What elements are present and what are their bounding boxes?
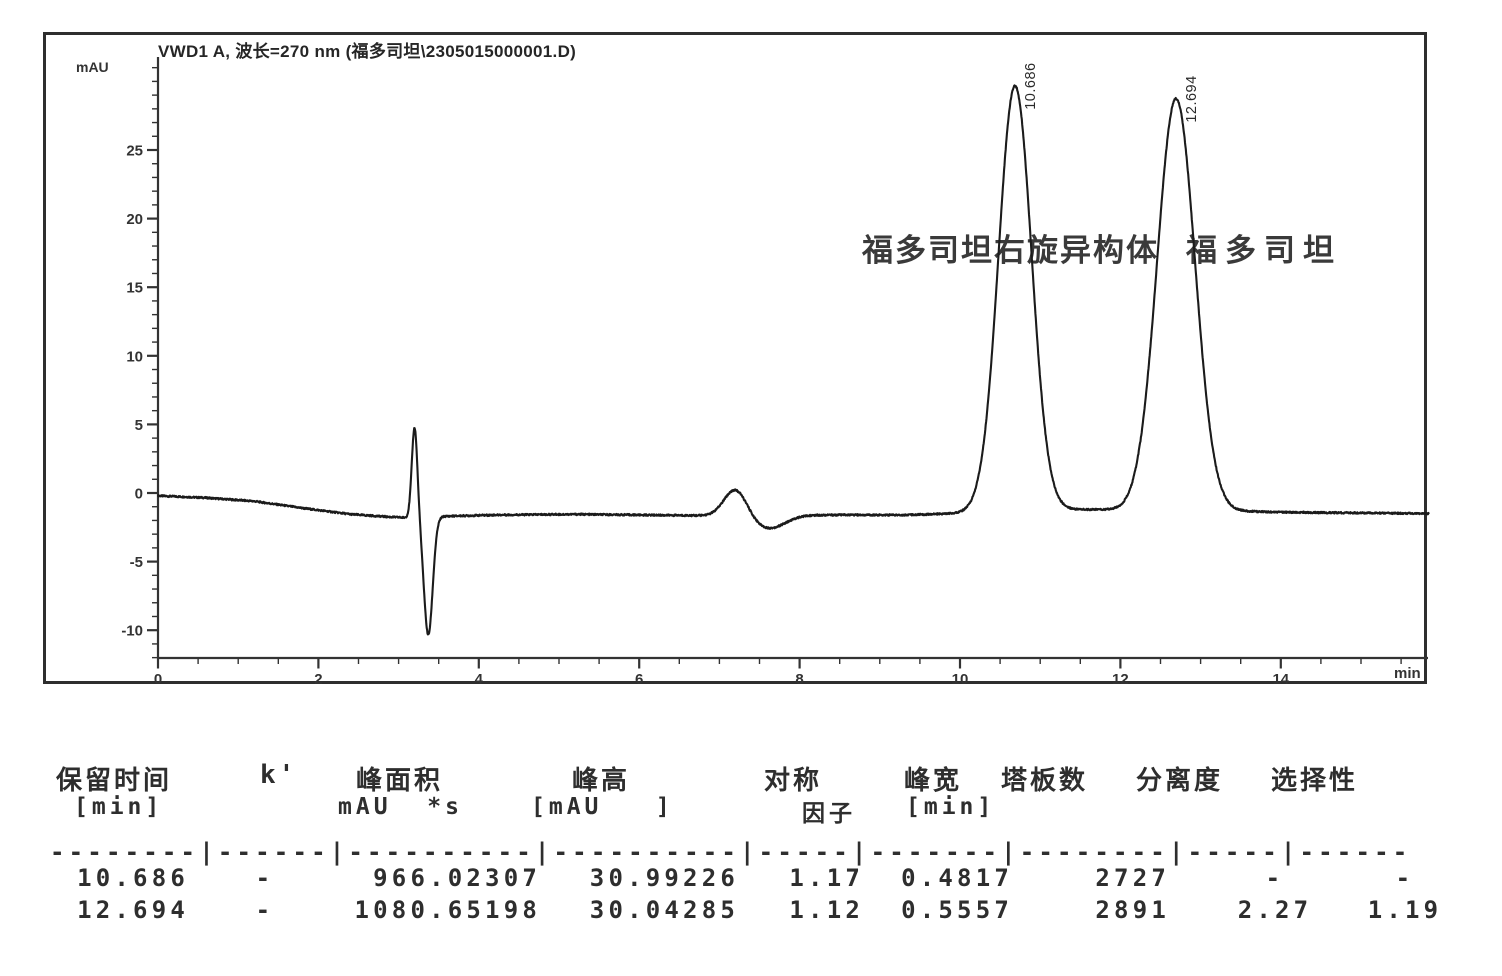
column-header: 分离度 [1136,766,1224,796]
column-header: k' [260,760,298,790]
y-tick-label: -5 [130,554,143,571]
table-cell: 30.04285 [589,896,739,924]
table-cell: 30.99226 [589,864,739,892]
table-cell: 2.27 [1237,896,1313,924]
peak-retention-label: 10.686 [1023,62,1039,109]
chromatogram-panel: VWD1 A, 波长=270 nm (福多司坦\2305015000001.D)… [43,32,1430,688]
x-tick-label: 10 [952,671,969,688]
table-cell: - [255,864,275,892]
y-tick-label: -10 [121,623,143,640]
table-cell: 0.4817 [901,864,1013,892]
x-tick-label: 2 [314,671,322,688]
table-cell: 1080.65198 [354,896,541,924]
peak-retention-label: 12.694 [1184,75,1200,122]
column-header: 保留时间 [56,766,173,796]
chromatogram-trace [156,84,1430,636]
table-cell: 966.02307 [373,864,541,892]
y-axis-unit-label: mAU [76,59,109,75]
signal-title: VWD1 A, 波长=270 nm (福多司坦\2305015000001.D) [158,42,577,61]
integration-results-table: 保留时间 [min] k' 峰面积 mAU *s 峰高 [mAU ] 对称 因子 峰宽 [min] 塔… [50,760,1438,950]
y-tick-label: 25 [126,143,143,160]
table-cell: 0.5557 [901,896,1013,924]
table-cell: 1.19 [1367,896,1443,924]
column-subheader: [mAU ] [531,794,674,820]
x-tick-label: 8 [795,671,803,688]
table-cell: 10.686 [77,864,189,892]
x-tick-label: 0 [154,671,162,688]
peak1-name-label: 福多司坦右旋异构体 [862,233,1159,268]
y-tick-label: 20 [126,211,143,228]
column-subheader: [min] [74,794,164,820]
x-tick-label: 6 [635,671,643,688]
column-header: 峰高 [572,766,631,796]
column-subheader: 因子 [802,801,856,827]
column-subheader: mAU *s [338,794,463,820]
table-cell: - [255,896,275,924]
table-cell: 12.694 [77,896,189,924]
y-tick-label: 5 [135,417,143,434]
table-cell: 1.12 [789,896,864,924]
table-cell: 2891 [1095,896,1170,924]
table-cell: 2727 [1095,864,1170,892]
column-header: 选择性 [1271,766,1359,796]
y-tick-label: 10 [126,348,143,365]
table-cell: - [1395,864,1415,892]
x-axis-unit-label: min [1394,665,1421,682]
column-header: 对称 [764,766,823,796]
x-tick-label: 4 [475,671,484,688]
table-cell: 1.17 [789,864,864,892]
column-header: 峰宽 [904,766,963,796]
x-tick-label: 14 [1272,671,1289,688]
chromatogram-plot: 25 20 15 10 5 0 -5 -10 0 2 4 6 8 10 12 14 10.686 12.694 [121,57,1430,688]
table-separator: --------|------|----------|----------|--… [50,838,1412,866]
column-header: 峰面积 [356,766,444,796]
column-subheader: [min] [906,794,996,820]
peak2-name-label: 福多司坦 [1186,233,1342,268]
y-tick-label: 0 [135,486,143,503]
table-cell: - [1265,864,1285,892]
x-tick-label: 12 [1112,671,1129,688]
column-header: 塔板数 [1001,766,1089,796]
y-tick-label: 15 [126,280,143,297]
